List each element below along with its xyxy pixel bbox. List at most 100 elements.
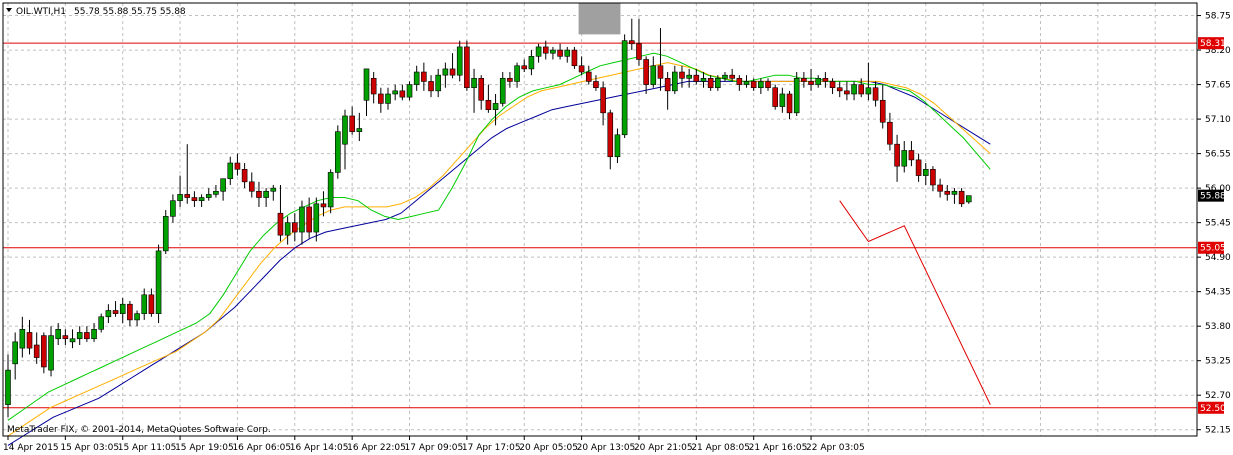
candle [578,56,585,76]
candle-body-bear [378,93,384,104]
y-tick-label: 58.75 [1205,12,1231,22]
candle-body-bull [492,103,499,110]
candle-body-bull [528,56,535,70]
candle [521,59,528,73]
y-tick-label: 56.55 [1205,150,1231,160]
candle [793,72,800,116]
candle-body-bear [234,162,241,170]
candle [650,56,657,88]
candle [750,78,757,91]
candle [715,75,721,91]
candle-body-bull [621,40,628,136]
candle [213,184,219,198]
candle [48,326,54,377]
candle-body-bear [84,332,90,340]
candle-body-bear [958,190,965,205]
candle [370,72,377,104]
y-tick-label: 55.45 [1205,219,1231,229]
candle [758,78,764,94]
candle-body-bull [435,74,442,92]
candle [112,301,119,317]
candle [679,65,685,88]
candle-body-bear [628,40,635,45]
candle [915,153,922,182]
x-tick-label: 17 Apr 09:05 [405,443,464,453]
ohlc-values: 55.78 55.88 55.75 55.88 [74,7,186,17]
candle-body-bear [485,99,492,110]
x-tick-label: 20 Apr 05:05 [519,443,578,453]
candle [349,106,355,135]
candle-body-bear [370,78,377,95]
candle-body-bull [5,369,11,405]
candle-body-bear [277,212,284,236]
candle-body-bear [872,87,879,101]
candles [5,18,972,418]
candle [492,93,499,126]
y-tick-label: 54.90 [1205,253,1231,263]
candle-body-bull [213,190,219,195]
candle-body-bear [750,81,757,89]
candle [248,172,255,198]
candle [184,144,191,204]
highlight-box [578,3,621,35]
candle [335,125,341,179]
candle [779,87,786,113]
candle-body-bear [241,168,248,183]
candle-body-bull [442,68,449,76]
candle [614,128,621,164]
y-tick-label: 53.25 [1205,357,1231,367]
candle [26,319,33,355]
candle [643,56,649,94]
candle-body-bear [399,90,406,98]
candle [291,213,298,242]
level-price-tag [1198,401,1224,414]
candle-body-bull [105,310,112,318]
candle-body-bear [765,81,771,89]
candle [277,184,284,242]
candle-body-bull [700,78,707,82]
candle-body-bull [76,332,83,340]
plot-frame [2,2,1198,437]
candle [378,87,384,113]
candle [62,329,69,346]
candle-body-bull [342,115,348,145]
candle-body-bull [413,71,420,85]
candle-body-bear [62,335,69,340]
candle [535,43,542,63]
candle [471,68,477,113]
candle-body-bear [829,81,836,89]
candle [119,297,126,324]
candle-body-bull [313,203,320,233]
candle-body-bull [715,78,721,89]
candle [829,78,836,94]
candle [922,163,929,185]
candle [442,62,449,88]
candle-body-bull [134,313,140,321]
candle-body-bear [521,65,528,70]
collapse-triangle-icon[interactable] [6,8,12,12]
candle-body-bear [693,74,700,82]
candle-body-bull [170,200,176,217]
candle-body-bear [320,203,327,208]
candle [205,188,212,201]
candle [198,194,205,207]
candle [127,301,133,327]
candle [170,194,176,223]
candle-body-bear [894,143,900,167]
candle [528,50,535,76]
candle [33,332,40,364]
candle [363,68,370,116]
y-tick-label: 57.10 [1205,115,1231,125]
candle-body-bull [12,341,18,365]
x-tick-label: 16 Apr 06:05 [232,443,291,453]
candle-body-bull [564,49,571,57]
candle [406,81,413,101]
candle [901,141,908,173]
candle [801,72,807,88]
x-tick-label: 20 Apr 13:05 [577,443,636,453]
candle-body-bull [614,134,621,158]
candle-body-bull [550,49,556,54]
